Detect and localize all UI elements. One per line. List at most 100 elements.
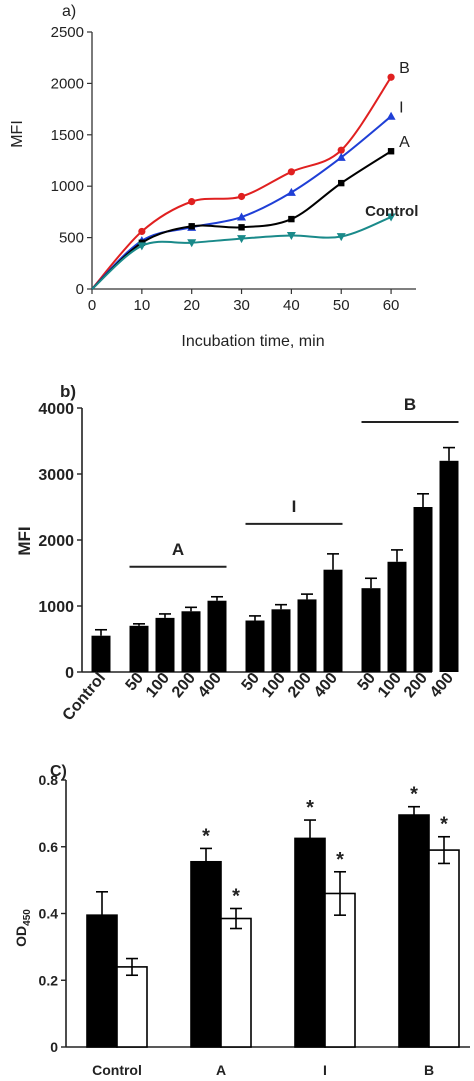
group-label: I (292, 497, 297, 516)
panel-a-xlabel: Incubation time, min (181, 333, 324, 350)
panel-c-bar-chart: C) OD450 0 0.2 0.4 0.6 0.8 * * * * * * Control A I B (13, 763, 470, 1078)
bar (439, 460, 459, 672)
panel-a-xtick-label: 40 (283, 297, 300, 314)
bar (245, 620, 265, 672)
panel-c-ytick-label: 0.8 (39, 772, 59, 788)
panel-a-ytick-label: 2500 (51, 24, 84, 41)
category-label: 400 (195, 670, 225, 701)
panel-a-xtick-label: 60 (383, 297, 400, 314)
panel-b-ytick-label: 0 (65, 665, 74, 682)
panel-a-xtick-label: 30 (233, 297, 250, 314)
series-b-label: B (399, 60, 410, 77)
series-control-point (336, 233, 346, 242)
bar (271, 609, 291, 672)
bar (91, 635, 111, 672)
panel-a-xtick-label: 20 (183, 297, 200, 314)
bar (220, 917, 252, 1048)
category-label: I (323, 1062, 327, 1078)
bar (181, 611, 201, 672)
panel-a-xtick-label: 0 (88, 297, 96, 314)
panel-a-ytick-label: 1000 (51, 178, 84, 195)
significance-mark: * (306, 797, 314, 819)
series-control-point (187, 239, 197, 248)
panel-a-ytick-label: 0 (76, 281, 84, 298)
group-label: A (172, 540, 184, 559)
series-control-label: Control (365, 203, 418, 220)
panel-a-ytick-label: 1500 (51, 127, 84, 144)
group-label: B (404, 395, 416, 414)
series-control-point (137, 242, 147, 251)
panel-c-ylabel: OD450 (13, 909, 33, 947)
series-a-point (238, 224, 245, 231)
bar (155, 617, 175, 672)
series-control-point (386, 213, 396, 222)
significance-mark: * (232, 885, 240, 907)
category-label: 100 (375, 670, 405, 701)
bar (413, 507, 433, 672)
panel-b-ytick-label: 2000 (38, 533, 74, 550)
series-b-line (91, 76, 392, 290)
panel-b-ylabel: MFI (15, 526, 34, 555)
series-b-point (387, 73, 395, 81)
category-label: 100 (143, 670, 173, 701)
significance-mark: * (410, 784, 418, 806)
series-i-label: I (399, 99, 403, 116)
bar (387, 561, 407, 672)
bar (129, 625, 149, 672)
category-label: A (216, 1062, 226, 1078)
series-control-point (237, 235, 247, 244)
category-label: 100 (259, 670, 289, 701)
series-a-point (288, 215, 295, 223)
significance-mark: * (440, 814, 448, 836)
category-label: 200 (401, 670, 431, 701)
category-label: Control (92, 1062, 142, 1078)
panel-b-ytick-label: 3000 (38, 467, 74, 484)
bar (428, 849, 460, 1048)
series-b-point (237, 192, 246, 201)
series-i-point (336, 152, 346, 161)
panel-a-ytick-label: 500 (59, 230, 84, 247)
series-i-point (286, 187, 296, 196)
category-label: 200 (285, 670, 315, 701)
panel-a-line-chart: a) MFI Incubation time, min 050010001500… (9, 3, 418, 350)
bar (323, 569, 343, 672)
series-b-point (188, 198, 196, 206)
bar (324, 892, 356, 1048)
panel-a-ylabel: MFI (9, 120, 26, 148)
series-control-point (286, 232, 296, 241)
series-b-point (287, 168, 295, 176)
significance-mark: * (336, 849, 344, 871)
panel-c-label: C) (50, 763, 67, 780)
series-i-line (91, 115, 392, 290)
bar (190, 860, 222, 1048)
series-i-point (386, 111, 396, 120)
category-label: 400 (427, 670, 457, 701)
panel-a-label: a) (62, 3, 76, 20)
panel-a-ytick-label: 2000 (51, 75, 84, 92)
bar (297, 599, 317, 672)
panel-a-xtick-label: 10 (134, 297, 151, 314)
bar (207, 600, 227, 672)
bar (116, 966, 148, 1048)
panel-a-xtick-label: 50 (333, 297, 350, 314)
significance-mark: * (202, 825, 210, 847)
panel-b-ytick-label: 1000 (38, 599, 74, 616)
series-a-point (387, 148, 395, 155)
series-a-point (188, 223, 195, 230)
panel-c-ytick-label: 0.4 (39, 906, 59, 922)
category-label: 200 (169, 670, 199, 701)
panel-b-label: b) (60, 382, 76, 401)
series-i-point (237, 212, 247, 221)
series-a-point (338, 179, 345, 187)
bar (398, 814, 430, 1048)
panel-c-ytick-label: 0.2 (39, 972, 59, 988)
panel-c-ytick-label: 0.6 (39, 839, 59, 855)
panel-c-ytick-label: 0 (50, 1039, 58, 1055)
series-b-point (138, 227, 146, 236)
category-label: 400 (311, 670, 341, 701)
panel-b-ytick-label: 4000 (38, 401, 74, 418)
category-label: B (424, 1062, 434, 1078)
bar (361, 588, 381, 672)
